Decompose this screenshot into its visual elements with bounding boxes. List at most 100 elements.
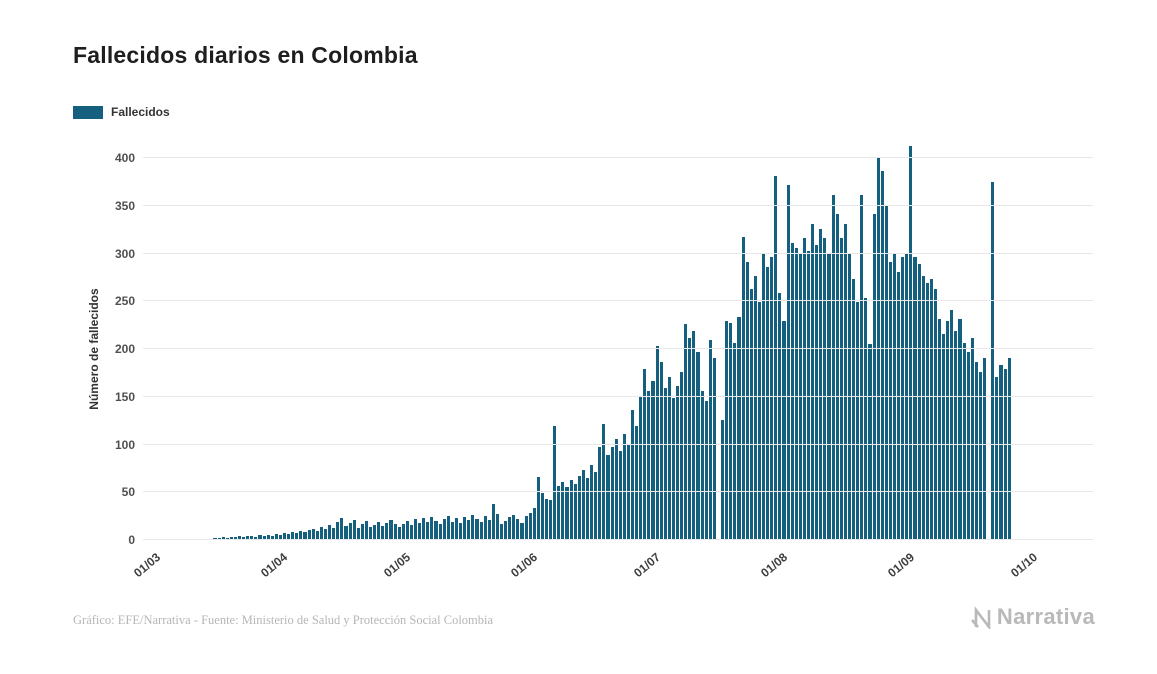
- bar: [684, 324, 688, 539]
- bar: [888, 262, 892, 539]
- gridline: [143, 252, 1093, 254]
- bar: [545, 498, 549, 539]
- bar: [778, 292, 782, 539]
- y-tick-label: 200: [114, 342, 135, 356]
- bar: [381, 525, 385, 539]
- bar: [250, 536, 254, 539]
- bar: [978, 371, 983, 539]
- bar: [360, 523, 364, 539]
- bar: [512, 515, 516, 539]
- bar: [974, 362, 978, 539]
- bar: [352, 519, 356, 539]
- y-tick-label: 350: [114, 198, 135, 213]
- bar: [385, 522, 389, 539]
- bar: [647, 390, 651, 539]
- bar: [459, 522, 463, 539]
- bar: [622, 433, 626, 539]
- bar: [831, 195, 835, 539]
- gridline: [143, 443, 1093, 445]
- bar: [356, 527, 360, 539]
- bar: [741, 237, 745, 539]
- bar: [549, 499, 553, 539]
- bar: [504, 520, 508, 539]
- bar: [667, 376, 671, 539]
- bar: [839, 238, 843, 539]
- bar: [770, 257, 774, 539]
- bar: [516, 518, 520, 539]
- bar: [295, 533, 299, 539]
- bar: [463, 517, 467, 539]
- bar: [753, 276, 757, 539]
- bar: [651, 381, 655, 539]
- bar: [643, 369, 647, 539]
- bar: [688, 338, 692, 539]
- footer-credit: Gráfico: EFE/Narrativa - Fuente: Ministe…: [73, 613, 494, 627]
- bar: [585, 477, 590, 539]
- y-tick-label: 250: [114, 294, 135, 309]
- bar: [995, 376, 999, 539]
- bar: [569, 479, 573, 539]
- bar: [901, 257, 905, 539]
- bar: [819, 228, 823, 539]
- bar: [467, 519, 471, 539]
- bar: [229, 537, 233, 539]
- bar: [913, 257, 917, 539]
- y-tick-label: 0: [128, 533, 135, 547]
- bar: [663, 388, 667, 539]
- bar: [418, 522, 422, 539]
- bar: [389, 519, 393, 539]
- page-title: Fallecidos diarios en Colombia: [73, 42, 418, 68]
- y-tick-label: 100: [114, 437, 135, 452]
- bar: [659, 362, 663, 539]
- bar: [377, 521, 381, 539]
- gridline: [143, 300, 1093, 302]
- gridline: [143, 491, 1093, 493]
- bar: [700, 390, 704, 539]
- bar: [401, 523, 405, 539]
- bar: [573, 483, 577, 539]
- bar: [283, 533, 287, 539]
- bar: [802, 238, 806, 539]
- bar: [897, 271, 901, 539]
- bar: [397, 526, 401, 539]
- bar: [299, 531, 303, 539]
- bar: [246, 536, 250, 539]
- bar: [745, 262, 749, 539]
- bar: [1003, 369, 1007, 539]
- bar: [495, 514, 499, 539]
- bar: [422, 518, 426, 539]
- bar: [966, 351, 970, 539]
- bar: [782, 321, 786, 539]
- bar: [811, 223, 815, 539]
- bar: [565, 487, 569, 539]
- bar: [405, 520, 409, 539]
- gridline: [143, 157, 1093, 158]
- bar: [348, 522, 352, 539]
- bar: [823, 238, 827, 539]
- bar: [532, 508, 536, 539]
- y-tick-label: 50: [121, 485, 135, 500]
- legend-swatch: [73, 105, 103, 119]
- bar: [872, 214, 876, 539]
- bar: [217, 538, 221, 539]
- gridline: [143, 204, 1093, 206]
- bar: [884, 204, 888, 539]
- bar: [561, 481, 565, 539]
- bar: [328, 524, 332, 539]
- bar: [446, 516, 450, 539]
- bar: [557, 485, 561, 539]
- bar: [946, 321, 950, 539]
- bar: [725, 321, 729, 539]
- gridline: [143, 539, 1093, 540]
- bar: [594, 472, 598, 539]
- bar: [598, 447, 602, 539]
- bar: [438, 523, 442, 539]
- bar: [807, 250, 811, 539]
- bar: [942, 333, 946, 539]
- bars-container: [152, 145, 1013, 539]
- bar: [786, 184, 790, 539]
- bar: [639, 395, 643, 539]
- bar: [225, 538, 229, 539]
- bar: [815, 244, 819, 539]
- bar: [553, 426, 557, 539]
